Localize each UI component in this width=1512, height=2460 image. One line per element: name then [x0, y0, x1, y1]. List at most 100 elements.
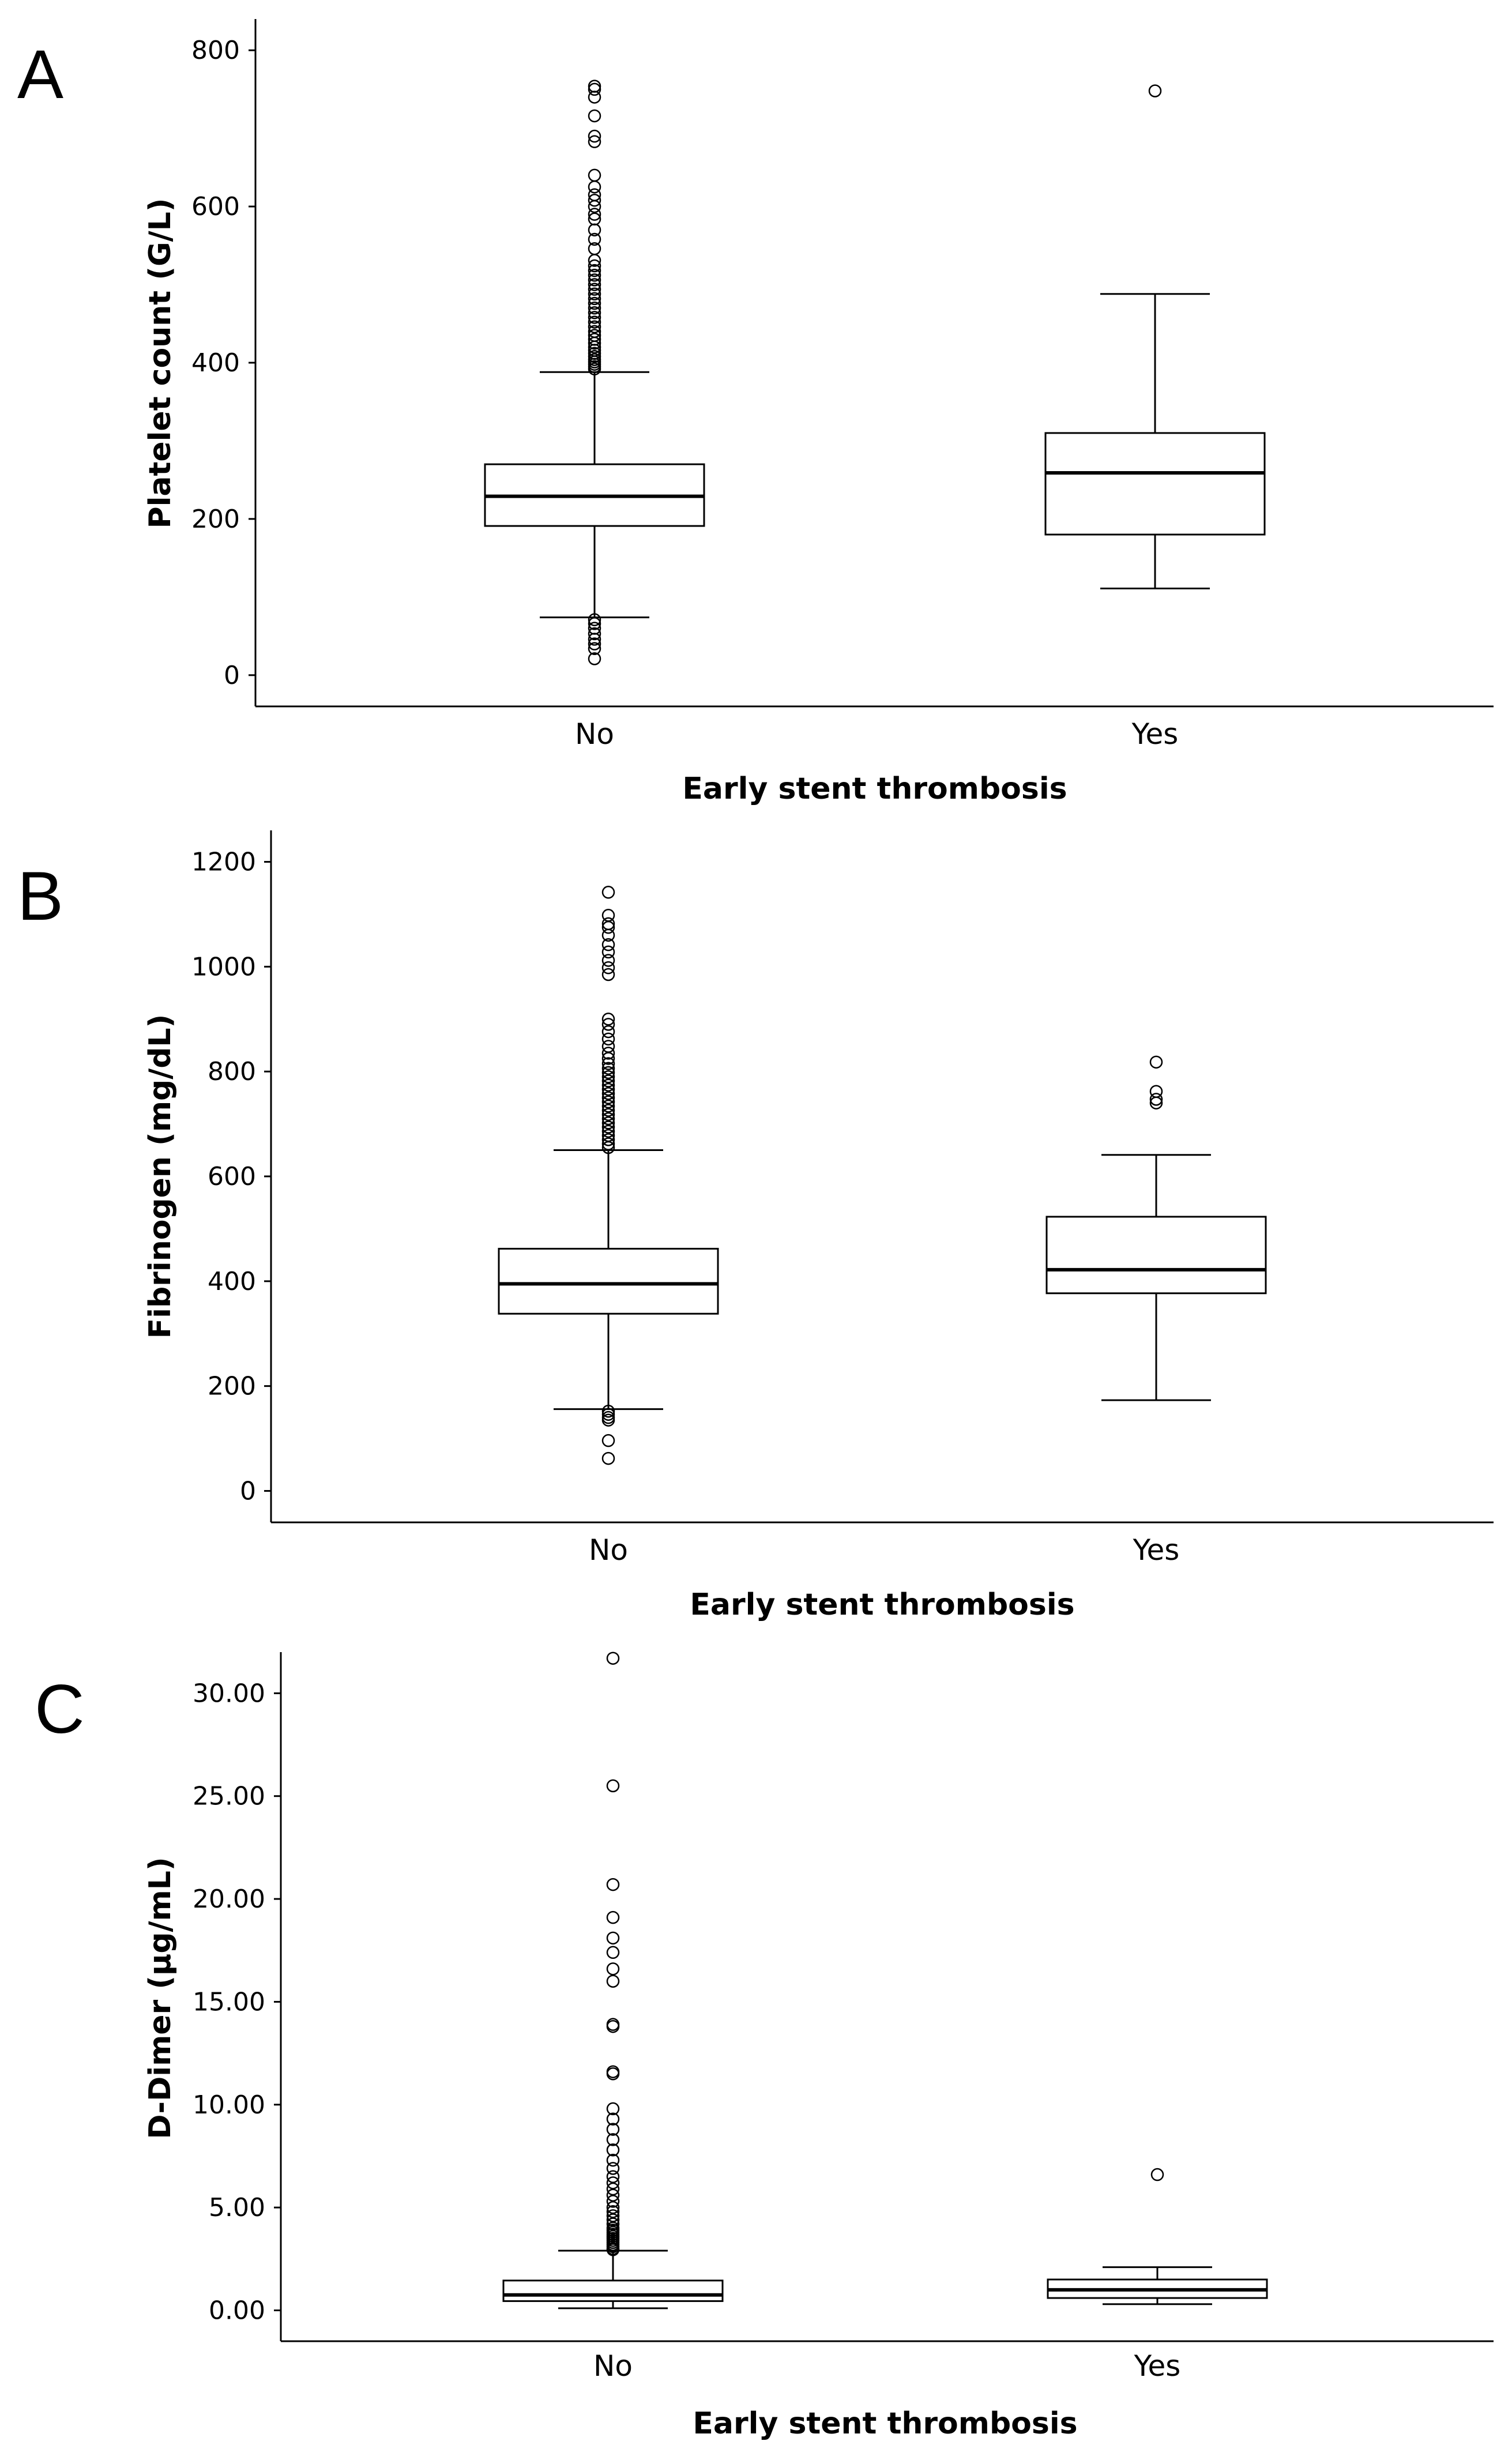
panel-letter-c: C — [35, 1671, 85, 1748]
x-tick-label-no: No — [589, 1533, 628, 1567]
outlier-point — [601, 1434, 615, 1447]
box-series — [484, 80, 1266, 665]
panel-b: B Fibrinogen (mg/dL) Early stent thrombo… — [17, 830, 1494, 1622]
outlier-point — [588, 188, 601, 202]
y-tick-label: 800 — [191, 36, 240, 65]
outlier-point — [588, 301, 601, 315]
x-category-labels: No Yes — [589, 1533, 1179, 1567]
outlier-point — [588, 194, 601, 207]
box-no — [502, 1652, 724, 2309]
outlier-point — [601, 1057, 615, 1070]
outlier-point — [606, 1946, 620, 1959]
outlier-point — [601, 1112, 615, 1126]
outlier-point — [588, 283, 601, 296]
outlier-point — [601, 1108, 615, 1121]
box-yes — [1045, 1055, 1267, 1401]
y-axis-title: D-Dimer (µg/mL) — [143, 1857, 178, 2139]
outlier-point — [601, 1087, 615, 1100]
outlier-point — [606, 2170, 620, 2183]
iqr-box — [1044, 432, 1266, 536]
outlier-point — [601, 1025, 615, 1039]
outlier-point — [588, 278, 601, 291]
outlier-point — [588, 242, 601, 255]
outlier-point — [588, 622, 601, 635]
outlier-point — [601, 1013, 615, 1026]
y-ticks: 0 200 400 600 800 1000 1200 — [191, 848, 271, 1506]
outlier-point — [601, 968, 615, 981]
y-tick-label: 1200 — [191, 848, 256, 877]
outlier-point — [601, 1082, 615, 1096]
outlier-point — [588, 637, 601, 650]
outlier-point — [588, 80, 601, 93]
outlier-point — [1149, 1055, 1163, 1069]
outlier-point — [588, 180, 601, 194]
y-ticks: 0 200 400 600 800 — [191, 36, 255, 690]
outlier-point — [601, 938, 615, 951]
outlier-point — [588, 259, 601, 273]
outlier-point — [588, 109, 601, 123]
y-axis-title: Fibrinogen (mg/dL) — [143, 1014, 178, 1339]
outlier-point — [601, 1133, 615, 1146]
outlier-point — [1149, 1093, 1163, 1106]
outlier-point — [588, 292, 601, 306]
outlier-point — [588, 347, 601, 360]
outlier-point — [601, 1116, 615, 1130]
x-tick-label-yes: Yes — [1131, 717, 1179, 751]
iqr-box — [498, 1247, 719, 1315]
outlier-point — [601, 886, 615, 899]
y-tick-label: 25.00 — [193, 1782, 265, 1811]
outlier-point — [601, 1451, 615, 1465]
outlier-point — [606, 1931, 620, 1945]
outlier-point — [588, 208, 601, 221]
x-tick-label-no: No — [593, 2349, 633, 2383]
box-series — [502, 1652, 1268, 2309]
outlier-point — [588, 642, 601, 656]
panel-letter-a: A — [17, 36, 63, 113]
outlier-point — [606, 2176, 620, 2190]
outlier-point — [588, 325, 601, 338]
outlier-point — [588, 329, 601, 342]
outlier-point — [601, 1095, 615, 1109]
outlier-point — [606, 2182, 620, 2196]
y-tick-label: 400 — [191, 348, 240, 378]
box-yes — [1044, 84, 1266, 589]
x-category-labels: No Yes — [593, 2349, 1180, 2383]
outlier-point — [601, 1099, 615, 1113]
box-no — [484, 80, 705, 665]
x-axis-title: Early stent thrombosis — [693, 2406, 1077, 2441]
x-axis-title: Early stent thrombosis — [682, 772, 1067, 806]
outlier-point — [588, 617, 601, 630]
outlier-point — [588, 652, 601, 665]
outlier-point — [606, 2143, 620, 2157]
outlier-point — [588, 269, 601, 282]
outlier-point — [601, 909, 615, 922]
y-tick-label: 800 — [208, 1057, 256, 1086]
outlier-point — [1148, 84, 1162, 97]
outlier-point — [601, 917, 615, 931]
x-tick-label-yes: Yes — [1133, 1533, 1180, 1567]
outlier-point — [601, 1032, 615, 1046]
outlier-point — [601, 1405, 615, 1418]
outlier-point — [606, 2213, 620, 2226]
box-yes — [1047, 2168, 1268, 2305]
outlier-point — [588, 315, 601, 329]
y-tick-label: 0 — [224, 661, 240, 690]
outlier-point — [606, 2123, 620, 2136]
iqr-box — [1045, 1216, 1267, 1295]
outlier-point — [606, 2065, 620, 2078]
panel-c: C D-Dimer (µg/mL) Early stent thrombosis… — [35, 1652, 1494, 2441]
outlier-point — [588, 232, 601, 246]
outlier-point — [601, 1062, 615, 1075]
y-axis-title: Platelet count (G/L) — [143, 198, 178, 528]
outlier-point — [601, 1104, 615, 1117]
outlier-point — [606, 2221, 620, 2235]
y-tick-label: 400 — [208, 1267, 256, 1296]
outlier-point — [588, 264, 601, 277]
outlier-point — [601, 1018, 615, 1031]
outlier-point — [606, 1652, 620, 1665]
outlier-point — [606, 2209, 620, 2222]
outlier-point — [606, 2112, 620, 2126]
outlier-point — [588, 333, 601, 346]
outlier-point — [588, 287, 601, 301]
y-tick-label: 200 — [191, 505, 240, 534]
